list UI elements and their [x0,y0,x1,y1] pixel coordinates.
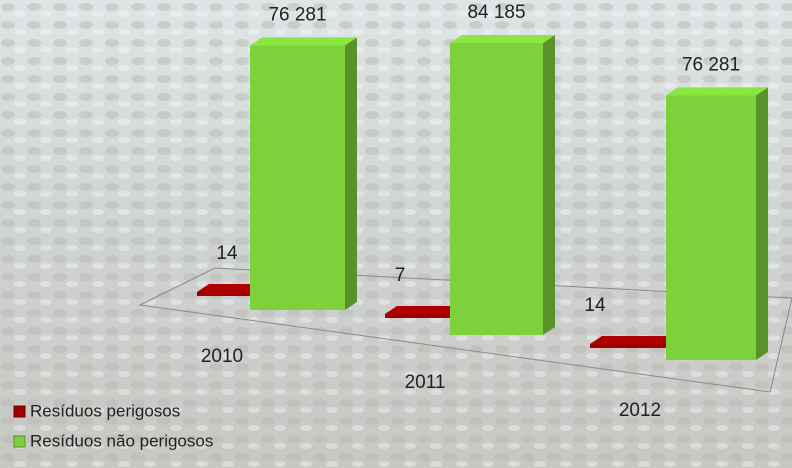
bar [590,336,677,348]
legend-swatch [13,435,26,448]
bar [250,37,357,310]
bar [450,35,555,335]
legend-label: Resíduos perigosos [30,401,180,420]
bar-top [385,306,462,314]
bar-top [250,37,357,46]
bar-front [385,314,450,318]
floor [138,267,792,393]
data-label: 14 [584,295,606,316]
bar-front [250,45,345,310]
x-tick-label: 2010 [201,346,243,367]
x-tick-label: 2011 [405,372,446,393]
x-tick-label: 2012 [619,400,661,421]
legend-label: Resíduos não perigosos [30,431,213,450]
bar-front [666,95,756,360]
data-label: 14 [216,243,238,264]
data-label: 76 281 [682,54,740,75]
data-label: 84 185 [467,2,525,23]
bar-side [345,37,357,310]
bar-side [756,87,768,360]
bar-side [543,35,555,335]
bar-top [450,35,555,43]
bar-front [590,344,665,348]
bar-front [450,43,543,335]
data-label: 7 [395,265,406,286]
legend-swatch [13,405,26,418]
bar-top [666,87,768,96]
bar-front [197,292,259,296]
bar-top [590,336,677,344]
bar [666,87,768,360]
data-label: 76 281 [268,4,326,25]
